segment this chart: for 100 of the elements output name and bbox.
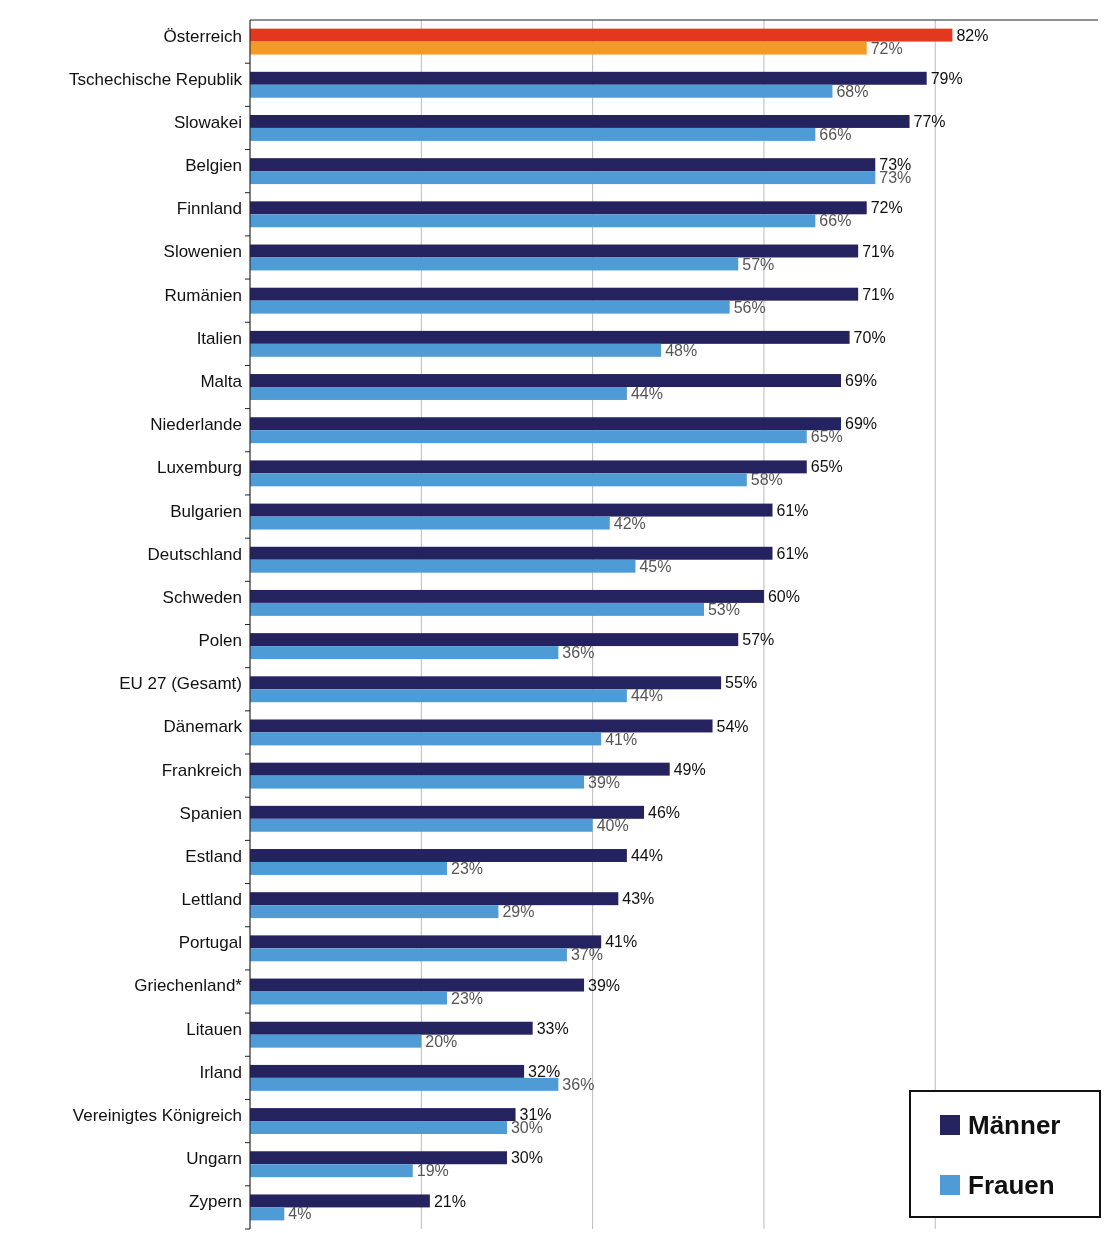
data-label: 68% — [836, 82, 869, 100]
bar — [250, 1121, 507, 1134]
bar — [250, 861, 448, 875]
data-label: 29% — [502, 903, 535, 921]
bar — [250, 516, 610, 530]
data-label: 30% — [510, 1149, 543, 1167]
bar — [250, 28, 953, 42]
data-label: 19% — [416, 1162, 449, 1180]
y-tick-label: Bulgarien — [170, 501, 242, 521]
data-label: 23% — [451, 989, 484, 1007]
data-label: 60% — [767, 588, 800, 606]
data-label: 72% — [870, 39, 903, 57]
bar — [250, 805, 645, 819]
data-label: 56% — [733, 298, 766, 316]
data-label: 57% — [742, 631, 775, 649]
bar — [250, 127, 816, 141]
data-label: 20% — [425, 1032, 458, 1050]
bar — [250, 1207, 285, 1221]
bar — [250, 330, 850, 344]
bar — [250, 732, 602, 746]
data-label: 44% — [630, 847, 663, 865]
data-label: 82% — [956, 26, 989, 44]
data-label: 77% — [913, 113, 946, 131]
bar — [250, 948, 567, 962]
bar — [250, 171, 876, 185]
bar — [250, 602, 704, 616]
y-tick-label: Spanien — [179, 803, 242, 823]
y-tick-label: Portugal — [178, 933, 242, 953]
data-label: 72% — [870, 199, 903, 217]
data-label: 37% — [570, 946, 603, 964]
data-label: 36% — [562, 644, 595, 662]
data-label: 71% — [862, 285, 895, 303]
data-label: 44% — [630, 687, 663, 705]
bar — [250, 935, 602, 949]
data-label: 53% — [707, 600, 741, 618]
data-label: 65% — [810, 428, 843, 446]
bar — [250, 300, 730, 314]
y-tick-label: Österreich — [163, 26, 242, 46]
bar — [250, 244, 859, 258]
y-tick-label: Finnland — [176, 199, 242, 219]
data-label: 66% — [819, 126, 852, 144]
bar — [250, 719, 713, 733]
data-label: 42% — [613, 514, 646, 532]
data-label: 57% — [742, 255, 775, 273]
data-label: 46% — [648, 803, 681, 821]
y-tick-label: Vereinigtes Königreich — [72, 1106, 242, 1125]
data-label: 41% — [605, 933, 638, 951]
y-tick-label: Luxemburg — [156, 458, 242, 478]
bar — [250, 430, 807, 444]
bar — [250, 374, 842, 388]
data-label: 69% — [845, 372, 878, 390]
y-tick-label: Griechenland* — [134, 976, 243, 996]
y-tick-label: Estland — [185, 846, 242, 866]
data-label: 73% — [879, 169, 912, 187]
data-label: 44% — [630, 385, 663, 403]
bar — [250, 818, 593, 832]
bar — [250, 71, 927, 85]
data-label: 39% — [588, 976, 621, 994]
y-tick-label: Niederlande — [150, 415, 242, 435]
y-tick-label: Polen — [198, 631, 242, 651]
bar — [250, 214, 816, 228]
y-tick-label: Schweden — [162, 587, 242, 607]
data-label: 61% — [776, 544, 809, 562]
legend-label: Männer — [968, 1110, 1061, 1141]
y-tick-label: Deutschland — [147, 544, 242, 564]
bar — [250, 1151, 507, 1165]
data-label: 54% — [716, 717, 749, 735]
data-label: 65% — [810, 458, 843, 476]
data-label: 58% — [750, 471, 783, 489]
data-label: 66% — [819, 212, 852, 230]
legend-label: Frauen — [968, 1170, 1055, 1201]
bar — [250, 460, 807, 474]
bar — [250, 1034, 422, 1048]
bar — [250, 762, 670, 776]
data-label: 32% — [528, 1063, 561, 1080]
y-tick-label: Slowakei — [173, 112, 242, 132]
y-tick-label: Litauen — [186, 1019, 242, 1039]
y-tick-label: Frankreich — [161, 760, 242, 780]
data-label: 70% — [853, 328, 886, 346]
y-tick-label: Malta — [200, 371, 243, 391]
y-tick-label: Rumänien — [164, 285, 242, 305]
data-label: 45% — [639, 557, 672, 575]
y-tick-label: Tschechische Republik — [69, 69, 243, 89]
data-label: 69% — [845, 415, 878, 433]
bar — [250, 978, 585, 992]
bar — [250, 1077, 559, 1091]
bar — [250, 158, 876, 172]
bar — [250, 991, 448, 1005]
data-label: 33% — [536, 1019, 569, 1037]
y-tick-label: Zypern — [189, 1192, 242, 1212]
data-label: 43% — [622, 890, 655, 908]
data-label: 23% — [451, 860, 484, 878]
bar — [250, 41, 867, 55]
bar — [250, 689, 627, 703]
data-label: 55% — [725, 674, 758, 692]
bar — [250, 387, 627, 400]
bar — [250, 1194, 430, 1208]
bar — [250, 589, 764, 603]
bar — [250, 1108, 516, 1122]
bar — [250, 114, 910, 128]
